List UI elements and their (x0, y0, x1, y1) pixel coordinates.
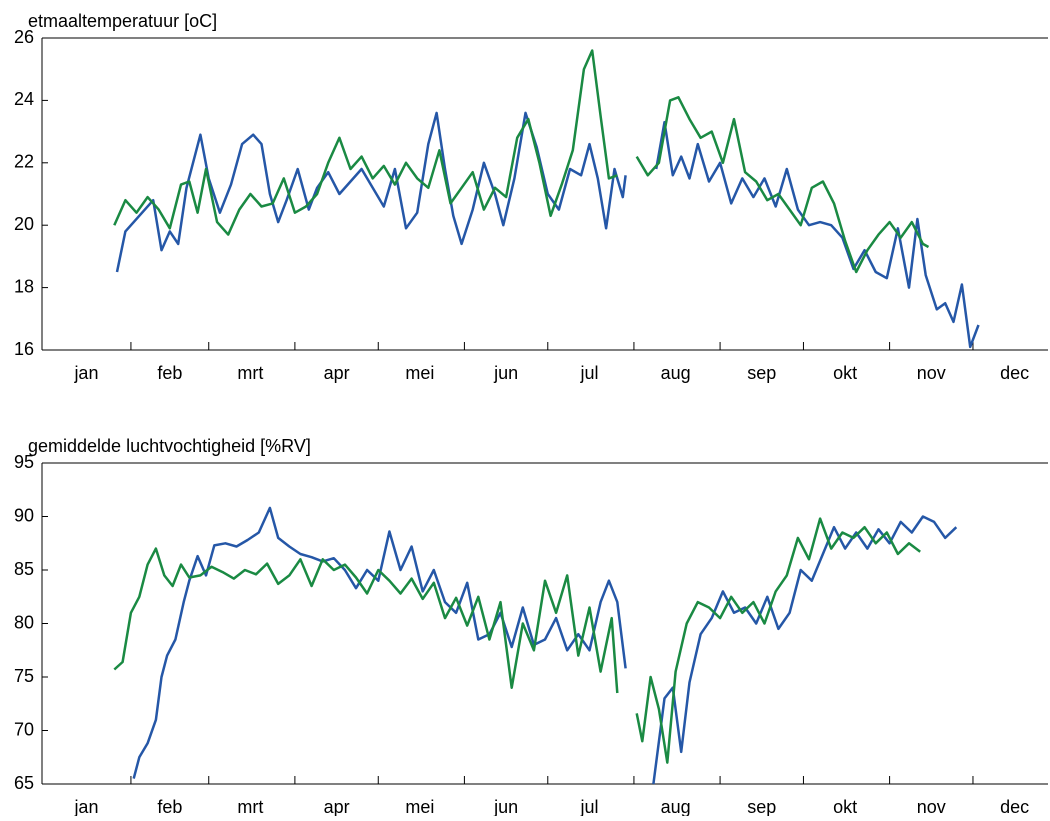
x-tick-label: mrt (237, 363, 263, 383)
x-tick-label: nov (917, 363, 946, 383)
x-tick-label: okt (833, 363, 857, 383)
x-tick-label: feb (157, 363, 182, 383)
x-tick-label: mei (405, 363, 434, 383)
x-tick-label: jun (493, 363, 518, 383)
x-tick-label: okt (833, 797, 857, 816)
y-tick-label: 85 (14, 559, 34, 579)
x-tick-label: mei (405, 797, 434, 816)
x-tick-label: apr (324, 797, 350, 816)
x-tick-label: dec (1000, 797, 1029, 816)
x-tick-label: aug (661, 363, 691, 383)
y-tick-label: 70 (14, 719, 34, 739)
line-series (113, 49, 930, 274)
y-tick-label: 80 (14, 612, 34, 632)
x-tick-label: mrt (237, 797, 263, 816)
chart-title: etmaaltemperatuur [oC] (28, 11, 217, 31)
y-tick-label: 95 (14, 452, 34, 472)
x-tick-label: feb (157, 797, 182, 816)
x-tick-label: sep (747, 363, 776, 383)
line-series (115, 111, 980, 349)
x-tick-label: apr (324, 363, 350, 383)
x-tick-label: aug (661, 797, 691, 816)
line-series (132, 506, 958, 785)
chart-title: gemiddelde luchtvochtigheid [%RV] (28, 436, 311, 456)
y-tick-label: 22 (14, 152, 34, 172)
x-tick-label: jul (579, 797, 598, 816)
y-tick-label: 18 (14, 276, 34, 296)
y-tick-label: 90 (14, 505, 34, 525)
x-tick-label: dec (1000, 363, 1029, 383)
y-tick-label: 75 (14, 666, 34, 686)
x-tick-label: jan (73, 363, 98, 383)
x-tick-label: nov (917, 797, 946, 816)
line-series (113, 517, 921, 764)
y-tick-label: 26 (14, 27, 34, 47)
x-tick-label: jun (493, 797, 518, 816)
y-tick-label: 20 (14, 214, 34, 234)
y-tick-label: 65 (14, 773, 34, 793)
y-tick-label: 16 (14, 339, 34, 359)
x-tick-label: jan (73, 797, 98, 816)
x-tick-label: jul (579, 363, 598, 383)
x-tick-label: sep (747, 797, 776, 816)
y-tick-label: 24 (14, 89, 34, 109)
